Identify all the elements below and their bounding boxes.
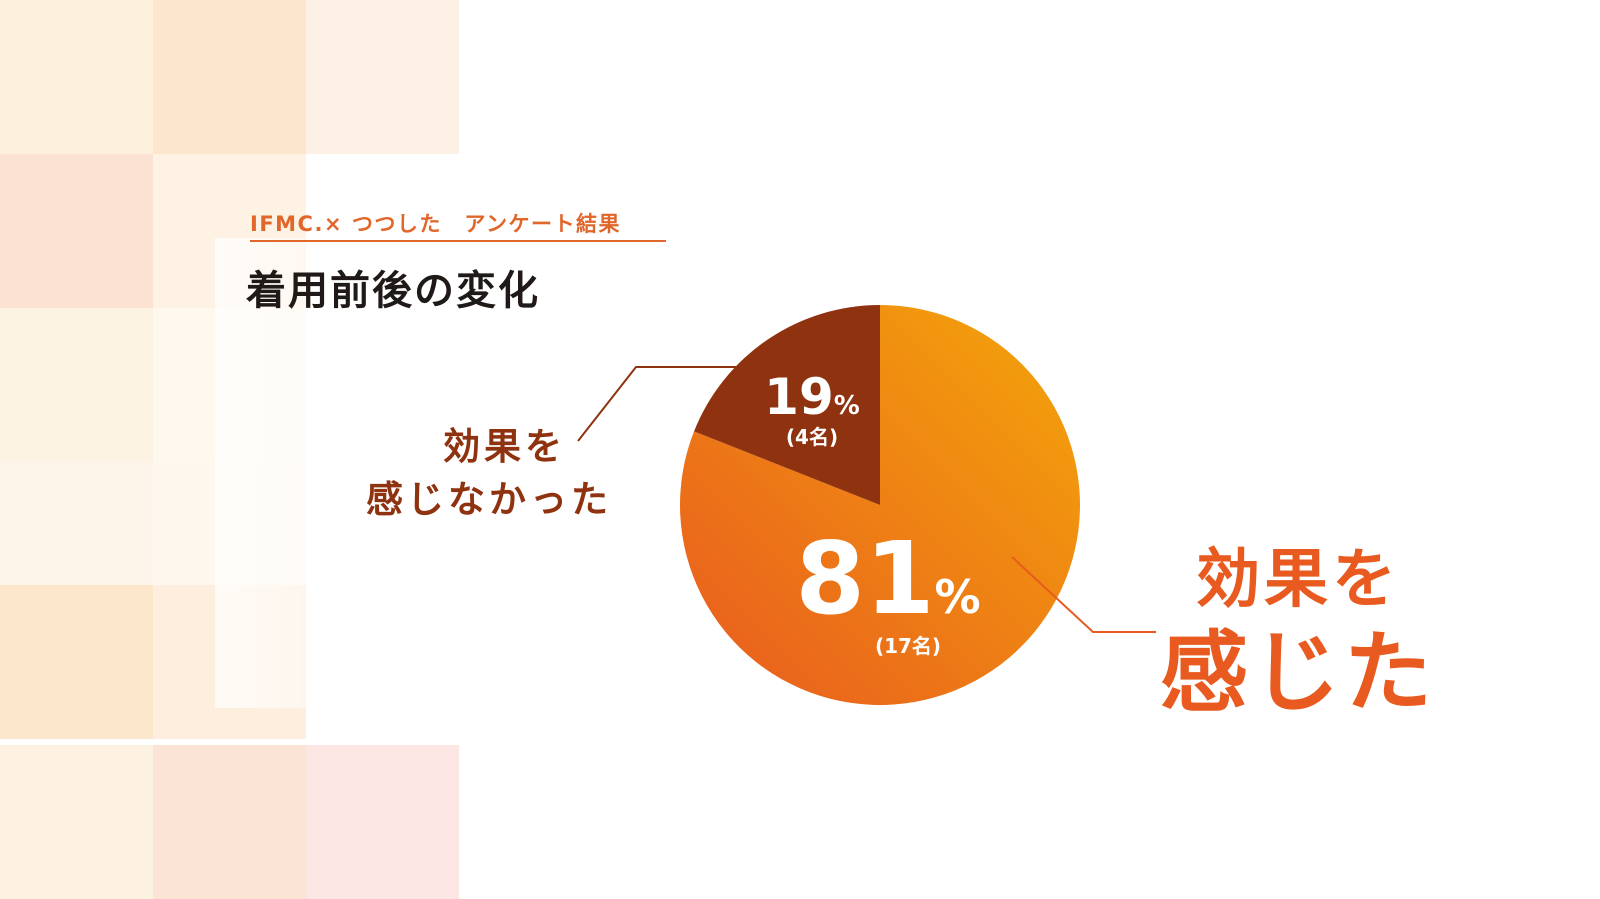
slice-label-felt-count: (17名)	[875, 634, 941, 658]
background-tile	[0, 585, 153, 739]
label-felt-line1: 効果を	[1196, 543, 1400, 617]
label-felt: 効果を 感じた	[1148, 540, 1448, 726]
subtitle-underline	[250, 240, 666, 242]
felt-percent-unit: %	[935, 570, 981, 624]
background-tile	[0, 0, 153, 154]
survey-subtitle: IFMC.× つつした アンケート結果	[250, 212, 622, 236]
background-tile	[0, 745, 153, 899]
background-tile	[153, 0, 306, 154]
background-tile	[153, 745, 306, 899]
background-tile	[306, 0, 459, 154]
not-felt-percent-number: 19	[764, 368, 834, 426]
label-felt-line2: 感じた	[1159, 621, 1436, 724]
leader-line-felt	[1011, 556, 1156, 633]
background-panel	[215, 238, 475, 708]
background-tile	[0, 308, 153, 462]
label-not-felt-line2: 感じなかった	[366, 478, 612, 521]
background-tile	[0, 154, 153, 308]
label-not-felt-line1: 効果を	[443, 425, 566, 468]
pie-slice-not-felt	[694, 305, 880, 505]
slice-label-felt-value: 81%	[795, 520, 980, 637]
leader-line-not-felt	[577, 366, 738, 442]
page-title: 着用前後の変化	[246, 268, 540, 314]
slice-label-not-felt-value: 19%	[764, 368, 860, 426]
background-tile	[306, 745, 459, 899]
felt-percent-number: 81	[795, 520, 934, 637]
label-not-felt: 効果を 感じなかった	[350, 420, 612, 526]
slice-label-not-felt-count: (4名)	[786, 425, 838, 449]
not-felt-percent-unit: %	[834, 391, 860, 421]
